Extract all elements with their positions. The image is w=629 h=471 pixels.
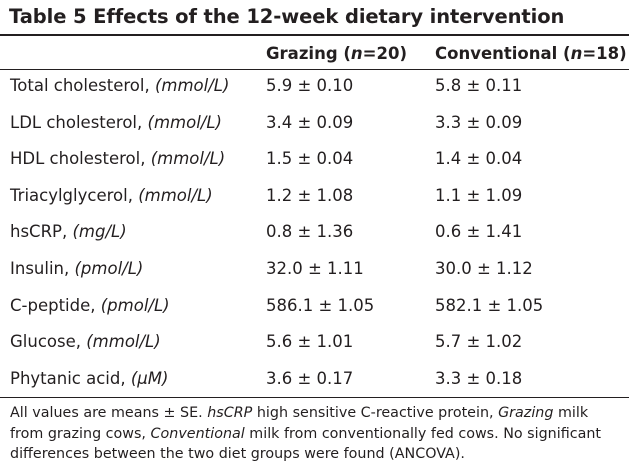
cell-conventional: 582.1 ± 1.05 bbox=[435, 295, 544, 315]
row-label: Total cholesterol, (mmol/L) bbox=[10, 76, 230, 95]
cell-grazing: 0.8 ± 1.36 bbox=[266, 222, 354, 242]
row-unit: (µM) bbox=[130, 368, 169, 388]
row-unit: (mg/L) bbox=[72, 222, 127, 242]
row-label: HDL cholesterol, (mmol/L) bbox=[10, 149, 226, 169]
column-header-conventional: Conventional (n=18) bbox=[435, 44, 627, 63]
row-label: Insulin, (pmol/L) bbox=[10, 259, 144, 278]
cell-conventional: 30.0 ± 1.12 bbox=[435, 259, 533, 278]
cell-conventional: 1.4 ± 0.04 bbox=[435, 149, 523, 169]
table-row: Insulin, (pmol/L) 32.0 ± 1.11 30.0 ± 1.12 bbox=[0, 259, 629, 295]
table-row: hsCRP, (mg/L) 0.8 ± 1.36 0.6 ± 1.41 bbox=[0, 222, 629, 258]
row-unit: (mmol/L) bbox=[147, 112, 222, 132]
rule-header bbox=[0, 69, 629, 70]
row-label: hsCRP, (mg/L) bbox=[10, 222, 127, 242]
table-footnote: All values are means ± SE. hsCRP high se… bbox=[10, 405, 602, 462]
row-label: Triacylglycerol, (mmol/L) bbox=[10, 185, 213, 205]
table-row: HDL cholesterol, (mmol/L) 1.5 ± 0.04 1.4 ±… bbox=[0, 149, 629, 185]
row-label: LDL cholesterol, (mmol/L) bbox=[10, 112, 222, 132]
row-label: C-peptide, (pmol/L) bbox=[10, 295, 170, 315]
cell-grazing: 586.1 ± 1.05 bbox=[266, 295, 375, 315]
table-row: LDL cholesterol, (mmol/L) 3.4 ± 0.09 3.3 ±… bbox=[0, 113, 629, 149]
table-row: Total cholesterol, (mmol/L) 5.9 ± 0.10 5.8… bbox=[0, 76, 629, 112]
table-row: Glucose, (mmol/L) 5.6 ± 1.01 5.7 ± 1.02 bbox=[0, 332, 629, 368]
rule-bottom bbox=[0, 397, 629, 398]
row-unit: (mmol/L) bbox=[86, 332, 161, 352]
cell-grazing: 1.5 ± 0.04 bbox=[266, 149, 354, 169]
row-unit: (pmol/L) bbox=[100, 295, 170, 315]
cell-conventional: 5.7 ± 1.02 bbox=[435, 332, 523, 352]
table-row: C-peptide, (pmol/L) 586.1 ± 1.05 582.1 ± 1… bbox=[0, 296, 629, 332]
cell-grazing: 32.0 ± 1.11 bbox=[266, 259, 364, 278]
row-label: Glucose, (mmol/L) bbox=[10, 332, 161, 352]
cell-grazing: 5.6 ± 1.01 bbox=[266, 332, 354, 352]
table-row: Triacylglycerol, (mmol/L) 1.2 ± 1.08 1.1 ±… bbox=[0, 186, 629, 222]
row-unit: (mmol/L) bbox=[138, 185, 213, 205]
row-label: Phytanic acid, (µM) bbox=[10, 368, 169, 388]
rule-top bbox=[0, 34, 629, 36]
cell-conventional: 3.3 ± 0.09 bbox=[435, 112, 523, 132]
cell-conventional: 3.3 ± 0.18 bbox=[435, 368, 523, 388]
cell-conventional: 1.1 ± 1.09 bbox=[435, 185, 523, 205]
cell-grazing: 5.9 ± 0.10 bbox=[266, 76, 354, 95]
cell-conventional: 5.8 ± 0.11 bbox=[435, 76, 523, 95]
cell-grazing: 3.4 ± 0.09 bbox=[266, 112, 354, 132]
cell-grazing: 3.6 ± 0.17 bbox=[266, 368, 354, 388]
table-title: Table 5 Effects of the 12-week dietary i… bbox=[9, 5, 565, 28]
column-header-grazing: Grazing (n=20) bbox=[266, 44, 407, 63]
table-row: Phytanic acid, (µM) 3.6 ± 0.17 3.3 ± 0.18 bbox=[0, 369, 629, 405]
row-unit: (pmol/L) bbox=[74, 259, 144, 278]
cell-grazing: 1.2 ± 1.08 bbox=[266, 185, 354, 205]
row-unit: (mmol/L) bbox=[154, 76, 230, 95]
row-unit: (mmol/L) bbox=[150, 149, 226, 169]
cell-conventional: 0.6 ± 1.41 bbox=[435, 222, 523, 242]
